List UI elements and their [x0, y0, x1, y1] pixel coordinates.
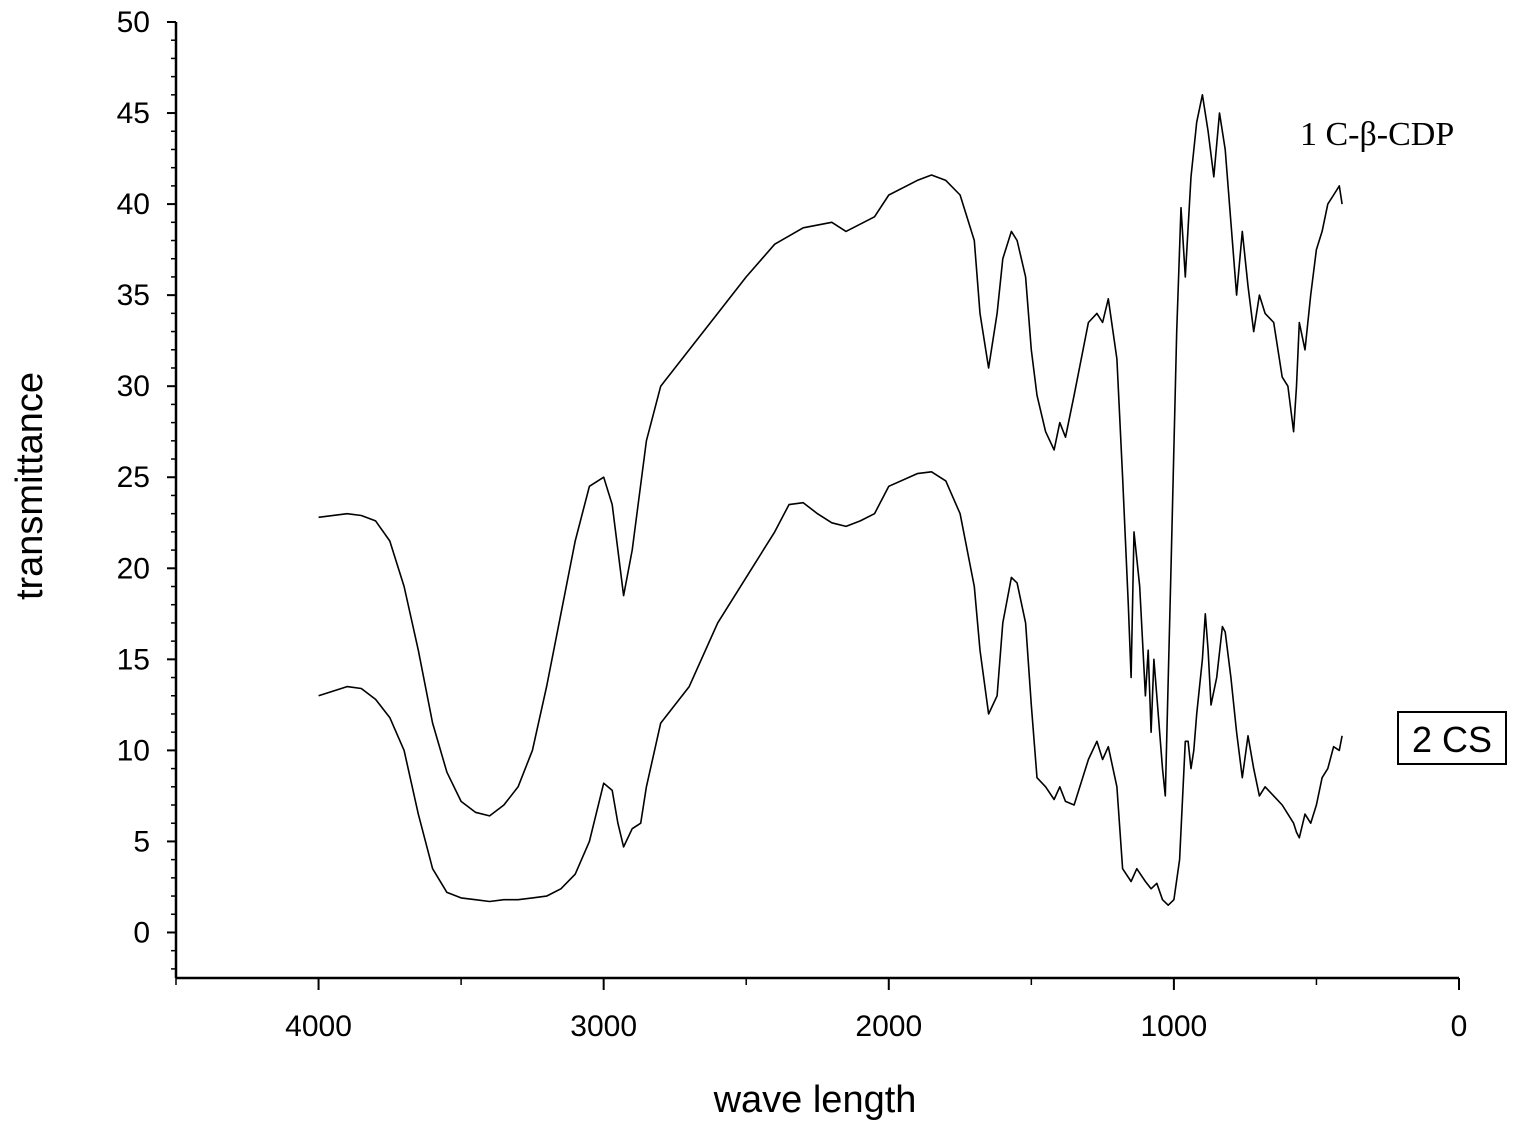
y-tick-label: 40 — [117, 188, 150, 221]
y-tick-label: 45 — [117, 97, 150, 130]
x-tick-label: 2000 — [855, 1010, 922, 1043]
y-tick-label: 25 — [117, 461, 150, 494]
x-tick-label: 4000 — [285, 1010, 352, 1043]
y-tick-label: 15 — [117, 643, 150, 676]
y-ticks: 0 5 10 15 20 25 30 35 40 45 50 — [117, 6, 176, 970]
series-label-1: 1 C-β-CDP — [1300, 116, 1454, 153]
y-tick-label: 20 — [117, 552, 150, 585]
series-group — [318, 94, 1343, 907]
y-tick-label: 35 — [117, 279, 150, 312]
x-ticks: 4000 3000 2000 1000 0 — [175, 978, 1468, 1043]
x-axis: 4000 3000 2000 1000 0 — [175, 976, 1468, 1043]
y-tick-label: 5 — [133, 825, 150, 858]
x-tick-label: 0 — [1451, 1010, 1468, 1043]
y-tick-label: 50 — [117, 6, 150, 39]
y-tick-label: 30 — [117, 370, 150, 403]
x-tick-label: 3000 — [570, 1010, 637, 1043]
series-line-2 — [318, 470, 1343, 907]
series-line-1 — [318, 94, 1343, 817]
y-axis-title: transmittance — [9, 372, 51, 600]
series-label-2-box — [1397, 711, 1507, 765]
x-tick-label: 1000 — [1141, 1010, 1208, 1043]
y-tick-label: 0 — [133, 916, 150, 949]
y-axis: 0 5 10 15 20 25 30 35 40 45 50 — [117, 6, 178, 978]
series-label-2: 2 CS — [1412, 719, 1492, 760]
x-axis-title: wave length — [713, 1079, 917, 1121]
y-tick-label: 10 — [117, 734, 150, 767]
